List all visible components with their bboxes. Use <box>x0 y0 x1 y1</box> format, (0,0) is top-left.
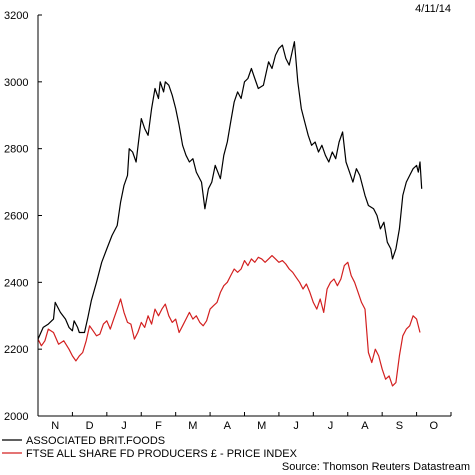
x-tick-label: M <box>188 420 197 432</box>
x-tick-label: M <box>257 420 266 432</box>
x-tick-label: A <box>361 420 369 432</box>
x-tick-label: J <box>328 420 334 432</box>
x-tick-label: N <box>51 420 59 432</box>
y-tick-label: 2600 <box>4 211 28 223</box>
x-tick-label: D <box>86 420 94 432</box>
y-tick-label: 2200 <box>4 344 28 356</box>
y-tick-label: 2400 <box>4 277 28 289</box>
x-tick-label: F <box>155 420 162 432</box>
series-layer <box>37 41 423 387</box>
y-tick-label: 3000 <box>4 77 28 89</box>
y-tick-label: 2800 <box>4 144 28 156</box>
y-tick-label: 3200 <box>4 10 28 22</box>
y-axis: 2000 2200 2400 2600 2800 3000 3200 <box>4 10 42 423</box>
source-note: Source: Thomson Reuters Datastream <box>282 461 470 473</box>
x-tick-label: J <box>293 420 299 432</box>
series-line-2 <box>37 255 421 387</box>
x-tick-label: O <box>430 420 439 432</box>
legend-label: ASSOCIATED BRIT.FOODS <box>26 435 165 447</box>
series-line-1 <box>37 41 423 340</box>
x-tick-label: S <box>396 420 403 432</box>
legend-label: FTSE ALL SHARE FD PRODUCERS £ - PRICE IN… <box>26 448 298 460</box>
y-tick-label: 2000 <box>4 411 28 423</box>
x-tick-label: J <box>121 420 127 432</box>
date-label: 4/11/14 <box>415 3 451 15</box>
x-tick-label: A <box>224 420 232 432</box>
